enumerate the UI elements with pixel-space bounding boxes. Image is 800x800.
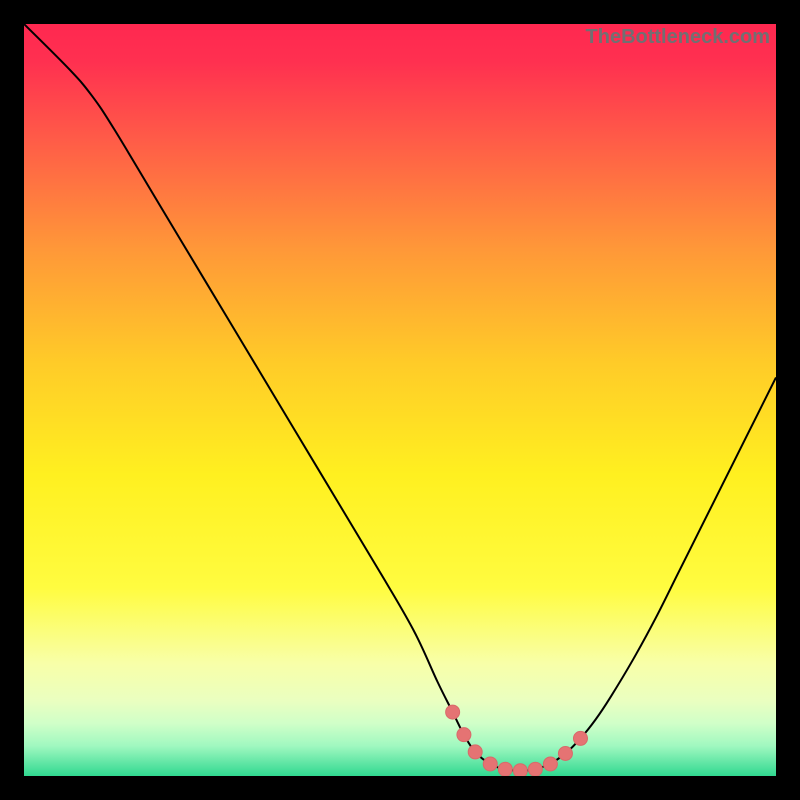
marker-point <box>558 746 572 760</box>
marker-point <box>528 762 542 776</box>
marker-point <box>457 728 471 742</box>
curve-markers <box>446 705 588 776</box>
curve-right <box>550 377 776 764</box>
chart-frame: TheBottleneck.com <box>0 0 800 800</box>
marker-point <box>543 757 557 771</box>
marker-point <box>446 705 460 719</box>
plot-area: TheBottleneck.com <box>24 24 776 776</box>
marker-point <box>468 745 482 759</box>
curve-layer <box>24 24 776 776</box>
marker-point <box>498 762 512 776</box>
watermark-text: TheBottleneck.com <box>586 26 770 49</box>
marker-point <box>573 731 587 745</box>
curve-left <box>24 24 550 771</box>
marker-point <box>483 757 497 771</box>
marker-point <box>513 764 527 776</box>
